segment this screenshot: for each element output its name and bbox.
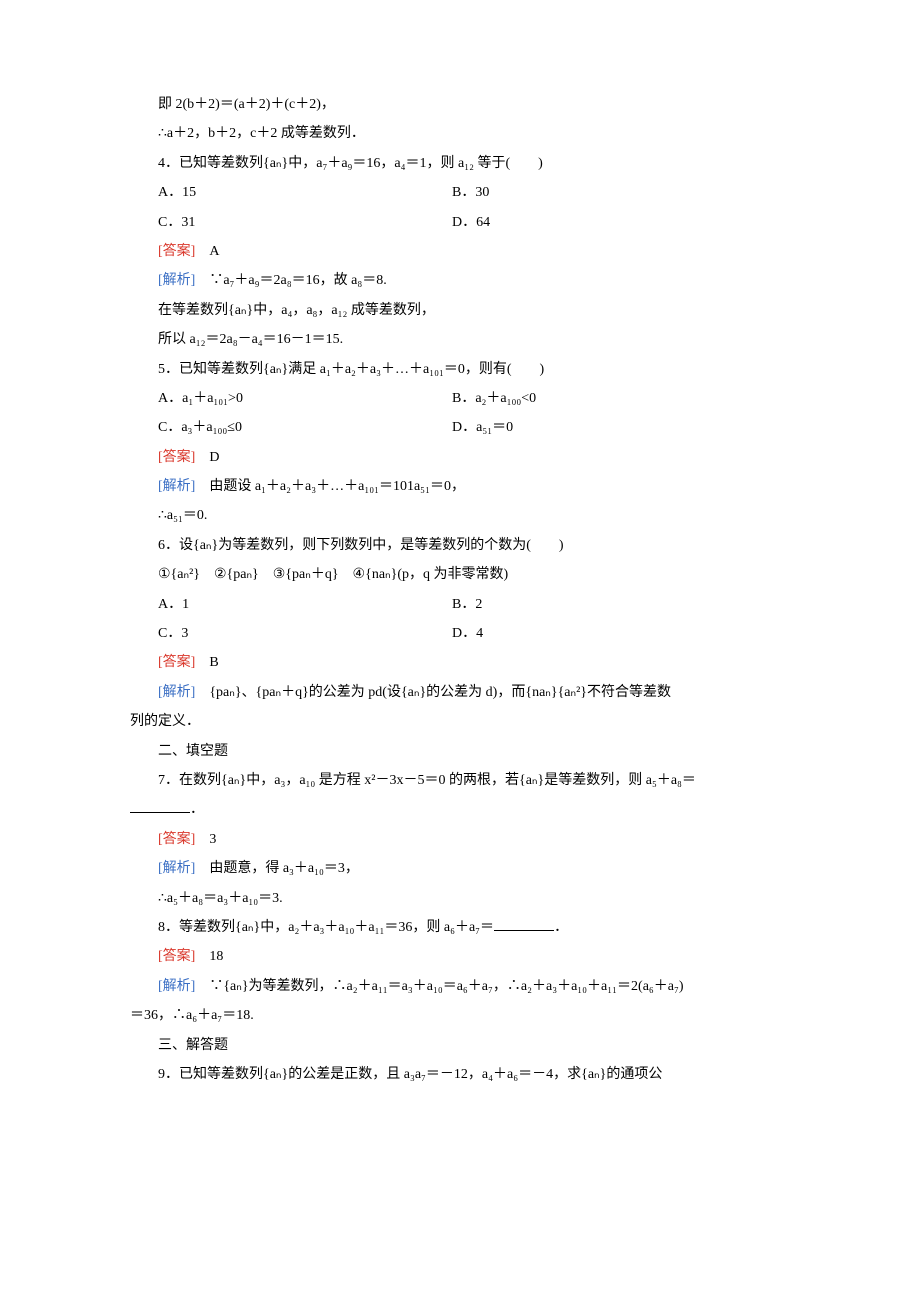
q8-exp1a: [解析] ∵{aₙ}为等差数列，∴a₂＋a₁₁＝a₃＋a₁₀＝a₆＋a₇，∴a₂…	[130, 972, 810, 1001]
q6-optB: B．2	[452, 590, 482, 619]
q5-exp1-text: 由题设 a₁＋a₂＋a₃＋…＋a₁₀₁＝101a₅₁＝0，	[209, 479, 465, 494]
q4-row1: A．15 B．30	[130, 178, 810, 207]
intro-line-2: ∴a＋2，b＋2，c＋2 成等差数列．	[130, 119, 810, 148]
q4-optD: D．64	[452, 208, 490, 237]
q4-answer-value: A	[209, 244, 219, 259]
q7-exp1: [解析] 由题意，得 a₃＋a₁₀＝3，	[130, 854, 810, 883]
q6-answer: [答案] B	[130, 648, 810, 677]
q6-optC: C．3	[158, 619, 452, 648]
q6-row2: C．3 D．4	[130, 619, 810, 648]
explanation-label: [解析]	[158, 685, 195, 700]
q5-optD: D．a₅₁＝0	[452, 413, 513, 442]
q6-row1: A．1 B．2	[130, 590, 810, 619]
q8-answer-value: 18	[209, 949, 223, 964]
explanation-label: [解析]	[158, 861, 195, 876]
q8-exp1a-text: ∵{aₙ}为等差数列，∴a₂＋a₁₁＝a₃＋a₁₀＝a₆＋a₇，∴a₂＋a₃＋a…	[209, 979, 683, 994]
section-3-heading: 三、解答题	[130, 1031, 810, 1060]
q5-optB: B．a₂＋a₁₀₀<0	[452, 384, 536, 413]
q6-exp1b: 列的定义．	[130, 707, 810, 736]
q6-sub: ①{aₙ²} ②{paₙ} ③{paₙ＋q} ④{naₙ}(p，q 为非零常数)	[130, 560, 810, 589]
explanation-label: [解析]	[158, 479, 195, 494]
q6-answer-value: B	[209, 655, 218, 670]
q7-stem2-text: ．	[190, 802, 204, 817]
q8-answer: [答案] 18	[130, 942, 810, 971]
section-2-heading: 二、填空题	[130, 737, 810, 766]
q4-exp3: 所以 a₁₂＝2a₈－a₄＝16－1＝15.	[130, 325, 810, 354]
answer-label: [答案]	[158, 832, 195, 847]
q7-exp1-text: 由题意，得 a₃＋a₁₀＝3，	[209, 861, 359, 876]
q5-optA: A．a₁＋a₁₀₁>0	[158, 384, 452, 413]
q7-stem2: ．	[130, 795, 810, 824]
q7-answer-value: 3	[209, 832, 216, 847]
answer-label: [答案]	[158, 244, 195, 259]
q5-exp1: [解析] 由题设 a₁＋a₂＋a₃＋…＋a₁₀₁＝101a₅₁＝0，	[130, 472, 810, 501]
q6-exp1a: [解析] {paₙ}、{paₙ＋q}的公差为 pd(设{aₙ}的公差为 d)，而…	[130, 678, 810, 707]
q6-optA: A．1	[158, 590, 452, 619]
q4-optB: B．30	[452, 178, 489, 207]
q9-stem: 9．已知等差数列{aₙ}的公差是正数，且 a₃a₇＝－12，a₄＋a₆＝－4，求…	[130, 1060, 810, 1089]
q7-exp2: ∴a₅＋a₈＝a₃＋a₁₀＝3.	[130, 884, 810, 913]
q5-optC: C．a₃＋a₁₀₀≤0	[158, 413, 452, 442]
q7-stem1: 7．在数列{aₙ}中，a₃，a₁₀ 是方程 x²－3x－5＝0 的两根，若{aₙ…	[130, 766, 810, 795]
q8-stem-text: 8．等差数列{aₙ}中，a₂＋a₃＋a₁₀＋a₁₁＝36，则 a₆＋a₇＝	[158, 920, 494, 935]
answer-label: [答案]	[158, 949, 195, 964]
q5-exp2: ∴a₅₁＝0.	[130, 501, 810, 530]
explanation-label: [解析]	[158, 273, 195, 288]
q4-answer: [答案] A	[130, 237, 810, 266]
q7-answer: [答案] 3	[130, 825, 810, 854]
intro-line-1: 即 2(b＋2)＝(a＋2)＋(c＋2)，	[130, 90, 810, 119]
blank-line	[130, 798, 190, 813]
blank-line	[494, 916, 554, 931]
answer-label: [答案]	[158, 655, 195, 670]
q4-row2: C．31 D．64	[130, 208, 810, 237]
q5-answer-value: D	[209, 450, 219, 465]
q4-exp1-text: ∵a₇＋a₉＝2a₈＝16，故 a₈＝8.	[209, 273, 386, 288]
q6-stem: 6．设{aₙ}为等差数列，则下列数列中，是等差数列的个数为( )	[130, 531, 810, 560]
q5-row2: C．a₃＋a₁₀₀≤0 D．a₅₁＝0	[130, 413, 810, 442]
q8-stem-end: ．	[554, 920, 568, 935]
q4-exp1: [解析] ∵a₇＋a₉＝2a₈＝16，故 a₈＝8.	[130, 266, 810, 295]
q5-answer: [答案] D	[130, 443, 810, 472]
q8-stem: 8．等差数列{aₙ}中，a₂＋a₃＋a₁₀＋a₁₁＝36，则 a₆＋a₇＝ ．	[130, 913, 810, 942]
q8-exp1b: ＝36，∴a₆＋a₇＝18.	[130, 1001, 810, 1030]
explanation-label: [解析]	[158, 979, 195, 994]
q6-optD: D．4	[452, 619, 483, 648]
q4-exp2: 在等差数列{aₙ}中，a₄，a₈，a₁₂ 成等差数列，	[130, 296, 810, 325]
q6-exp1a-text: {paₙ}、{paₙ＋q}的公差为 pd(设{aₙ}的公差为 d)，而{naₙ}…	[209, 685, 671, 700]
q4-optA: A．15	[158, 178, 452, 207]
q4-stem: 4．已知等差数列{aₙ}中，a₇＋a₉＝16，a₄＝1，则 a₁₂ 等于( )	[130, 149, 810, 178]
answer-label: [答案]	[158, 450, 195, 465]
q5-stem: 5．已知等差数列{aₙ}满足 a₁＋a₂＋a₃＋…＋a₁₀₁＝0，则有( )	[130, 355, 810, 384]
q5-row1: A．a₁＋a₁₀₁>0 B．a₂＋a₁₀₀<0	[130, 384, 810, 413]
q4-optC: C．31	[158, 208, 452, 237]
